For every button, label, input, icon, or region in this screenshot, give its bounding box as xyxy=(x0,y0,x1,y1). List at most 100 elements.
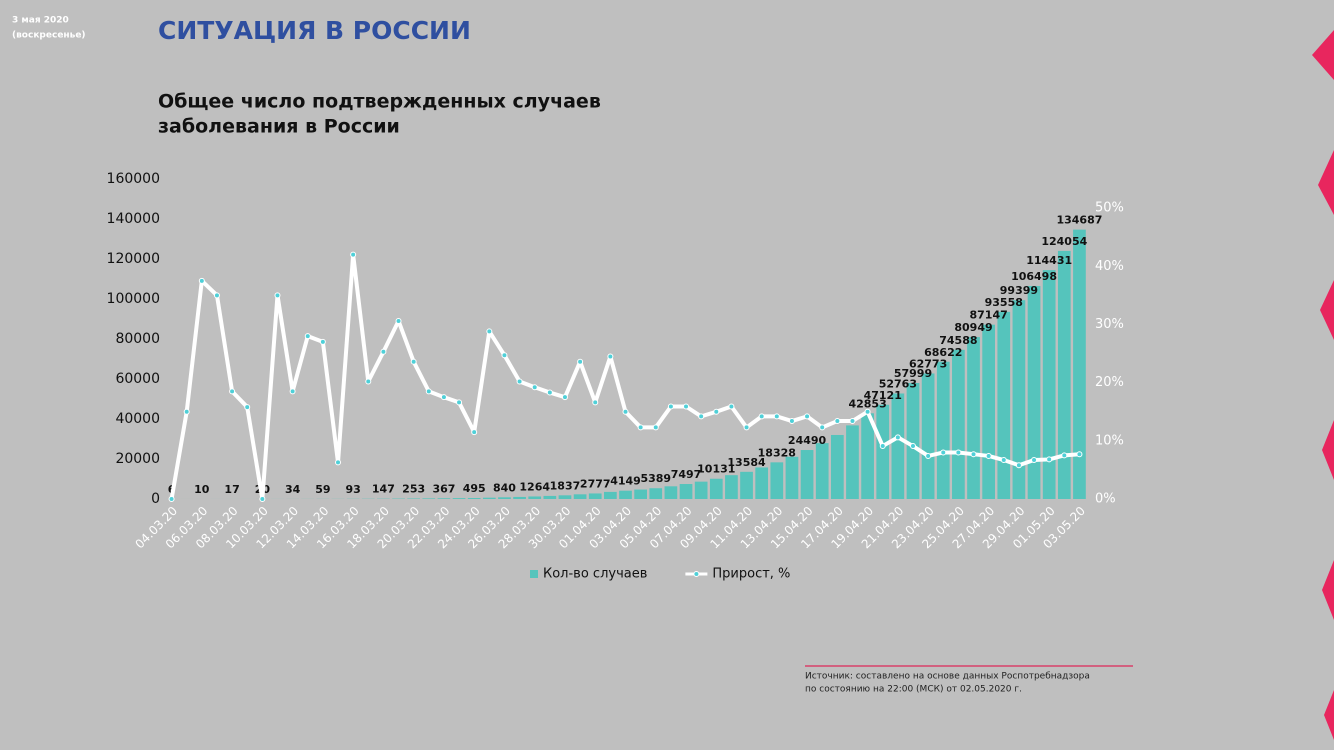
growth-point xyxy=(319,338,326,345)
growth-point xyxy=(380,348,387,355)
legend-swatch xyxy=(530,570,538,578)
data-label: 18328 xyxy=(758,446,796,459)
source: по состоянию на 22:00 (МСК) от 02.05.202… xyxy=(805,685,1022,695)
bar xyxy=(800,450,814,499)
growth-point xyxy=(955,449,962,456)
growth-point xyxy=(198,277,205,284)
legend-label: Кол-во случаев xyxy=(543,567,647,582)
data-label: 7497 xyxy=(671,468,702,481)
y-tick-label: 100000 xyxy=(107,291,160,307)
data-label: 74588 xyxy=(939,334,977,347)
y-tick-label: 160000 xyxy=(107,171,160,187)
data-label: 495 xyxy=(463,482,486,495)
bar xyxy=(830,434,844,499)
chart-title: заболевания в России xyxy=(158,116,400,138)
bar xyxy=(846,425,859,499)
growth-point xyxy=(622,408,629,415)
bar xyxy=(967,337,980,499)
bar xyxy=(1057,250,1071,499)
bar xyxy=(861,413,874,499)
growth-point xyxy=(834,418,841,425)
bar xyxy=(906,383,920,499)
growth-point xyxy=(1046,456,1053,463)
growth-point xyxy=(183,408,190,415)
growth-point xyxy=(274,292,281,299)
data-label: 10131 xyxy=(697,463,735,476)
y-tick-label: 120000 xyxy=(107,251,160,267)
data-label: 10 xyxy=(194,483,210,496)
growth-point xyxy=(1061,452,1068,459)
growth-point xyxy=(289,388,296,395)
y2-tick-label: 50% xyxy=(1095,201,1124,216)
bar xyxy=(452,498,466,499)
bar xyxy=(664,486,678,499)
y-tick-label: 20000 xyxy=(115,451,160,467)
y2-tick-label: 20% xyxy=(1095,375,1124,390)
y-tick-label: 0 xyxy=(151,491,160,507)
data-label: 62773 xyxy=(909,357,947,370)
growth-point xyxy=(456,399,463,406)
bar xyxy=(740,471,753,499)
growth-point xyxy=(758,413,765,420)
bar xyxy=(921,373,935,499)
date: 3 мая 2020 xyxy=(12,16,69,26)
legend-label: Прирост, % xyxy=(712,567,790,582)
bar xyxy=(679,484,693,499)
growth-point xyxy=(546,389,553,396)
growth-point xyxy=(849,418,856,425)
bar xyxy=(573,494,587,499)
growth-point xyxy=(864,408,871,415)
bar xyxy=(936,361,950,499)
data-label: 93558 xyxy=(985,296,1023,309)
y2-tick-label: 30% xyxy=(1095,317,1124,332)
growth-point xyxy=(909,443,916,450)
bar xyxy=(1027,286,1041,499)
growth-point xyxy=(592,399,599,406)
growth-point xyxy=(168,496,175,502)
bar xyxy=(815,443,829,499)
growth-point xyxy=(395,317,402,324)
bar xyxy=(709,478,723,499)
bar xyxy=(770,462,784,499)
y2-tick-label: 40% xyxy=(1095,259,1124,274)
bar xyxy=(725,475,738,499)
growth-point xyxy=(486,328,493,335)
growth-point xyxy=(1015,462,1022,469)
growth-point xyxy=(607,353,614,360)
bar xyxy=(407,498,421,499)
edge-decoration xyxy=(1312,30,1334,740)
data-label: 1264 xyxy=(519,480,550,493)
bar xyxy=(467,498,481,499)
data-label: 5389 xyxy=(640,472,671,485)
bar xyxy=(997,311,1011,499)
data-label: 17 xyxy=(224,483,239,496)
data-label: 253 xyxy=(402,482,425,495)
bar xyxy=(437,498,451,499)
data-label: 68622 xyxy=(924,346,962,359)
data-label: 1837 xyxy=(550,479,581,492)
data-label: 24490 xyxy=(788,434,827,447)
bar xyxy=(604,491,617,499)
growth-point xyxy=(819,424,826,431)
data-label: 42853 xyxy=(848,397,886,410)
y-tick-label: 40000 xyxy=(115,411,160,427)
bar xyxy=(1042,270,1056,499)
data-label: 367 xyxy=(432,482,455,495)
bar xyxy=(482,497,496,499)
bar xyxy=(649,488,663,499)
bar xyxy=(755,467,769,499)
growth-point xyxy=(1000,457,1007,464)
growth-point xyxy=(728,403,735,410)
bar xyxy=(528,496,542,499)
growth-point xyxy=(970,451,977,458)
bar xyxy=(952,349,965,499)
data-label: 93 xyxy=(345,483,360,496)
bar xyxy=(513,496,526,499)
growth-point xyxy=(259,496,266,502)
bar xyxy=(1073,229,1086,499)
data-label: 99399 xyxy=(1000,284,1038,297)
source: Источник: составлено на основе данных Ро… xyxy=(805,672,1090,682)
bar xyxy=(498,497,511,499)
data-label: 57999 xyxy=(894,367,932,380)
